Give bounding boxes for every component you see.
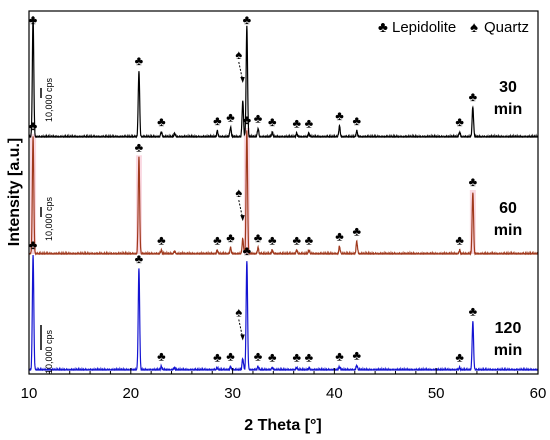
lepidolite-marker-120-min-6: ♣ (254, 349, 263, 364)
lepidolite-marker-60-min-3: ♣ (213, 232, 222, 247)
time-label-60-min-line-1: min (494, 222, 522, 239)
lepidolite-marker-120-min-5: ♣ (243, 243, 252, 258)
lepidolite-marker-30-min-3: ♣ (213, 113, 222, 128)
legend-quartz-label: Quartz (484, 19, 529, 36)
lepidolite-marker-60-min-4: ♣ (226, 230, 235, 245)
quartz-arrowhead-60-min (240, 215, 245, 222)
peak-fill-60-min-0 (30, 134, 37, 254)
lepidolite-marker-120-min-7: ♣ (268, 350, 277, 365)
peak-fill-layer (30, 128, 476, 254)
lepidolite-marker-120-min-3: ♣ (213, 350, 222, 365)
lepidolite-marker-60-min-7: ♣ (268, 232, 277, 247)
lepidolite-marker-30-min-9: ♣ (305, 115, 314, 130)
quartz-arrowhead-120-min (240, 334, 245, 341)
x-tick-label-20: 20 (122, 385, 139, 402)
lepidolite-marker-30-min-10: ♣ (335, 108, 344, 123)
quartz-marker-60-min: ♠ (235, 185, 242, 200)
plot-frame (28, 10, 539, 375)
lepidolite-marker-30-min-12: ♣ (455, 114, 464, 129)
time-label-30-min-line-0: 30 (499, 79, 517, 96)
quartz-marker-30-min: ♠ (235, 47, 242, 62)
y-axis-title: Intensity [a.u.] (6, 138, 23, 246)
lepidolite-marker-120-min-12: ♣ (455, 350, 464, 365)
lepidolite-marker-60-min-1: ♣ (135, 139, 144, 154)
lepidolite-marker-60-min-9: ♣ (305, 232, 314, 247)
lepidolite-marker-120-min-10: ♣ (335, 349, 344, 364)
lepidolite-marker-30-min-0: ♣ (29, 12, 38, 27)
quartz-marker-120-min: ♠ (235, 305, 242, 320)
scale-bars: 10,000 cps 10,000 cps 10,000 cps (40, 77, 54, 374)
scale-bar-label-120-min: 10,000 cps (44, 329, 54, 374)
lepidolite-marker-30-min-6: ♣ (254, 111, 263, 126)
legend-lepidolite-symbol: ♣ (378, 19, 388, 36)
lepidolite-marker-30-min-4: ♣ (226, 109, 235, 124)
lepidolite-marker-30-min-7: ♣ (268, 114, 277, 129)
peak-fill-60-min-1 (135, 155, 142, 254)
quartz-arrowhead-30-min (240, 77, 245, 83)
lepidolite-marker-30-min-13: ♣ (469, 89, 478, 104)
x-tick-label-10: 10 (21, 385, 38, 402)
time-label-120-min-line-1: min (494, 342, 522, 359)
x-axis-title: 2 Theta [°] (244, 417, 322, 434)
peak-markers: ♣ ♣ ♣ ♣ ♣ ♣ ♣ ♣ ♣ ♣ ♣ ♣ ♣ ♣ ♠ ♣ ♣ ♣ ♣ ♣ ♣ ♣ ♣ ♣ ♣ ♣ ♣ ♣ ♣ ♠ ♣ ♣ ♣ ♣ ♣ ♣ ♣ ♣ ♣ ♣… (29, 12, 478, 365)
legend-quartz-symbol: ♠ (470, 19, 478, 36)
x-ticks: 10 20 30 40 50 60 (21, 368, 547, 402)
lepidolite-marker-120-min-13: ♣ (469, 304, 478, 319)
series-line-120-min (29, 255, 539, 372)
lepidolite-marker-120-min-0: ♣ (29, 237, 38, 252)
lepidolite-marker-30-min-5: ♣ (243, 12, 252, 27)
lepidolite-marker-60-min-2: ♣ (157, 232, 166, 247)
peak-fill-60-min-2 (243, 128, 250, 254)
lepidolite-marker-120-min-9: ♣ (305, 350, 314, 365)
lepidolite-marker-60-min-10: ♣ (335, 229, 344, 244)
series-line-60-min (28, 130, 539, 256)
lepidolite-marker-60-min-13: ♣ (469, 174, 478, 189)
lepidolite-marker-60-min-5: ♣ (243, 112, 252, 127)
legend-lepidolite-label: Lepidolite (392, 19, 456, 36)
lepidolite-marker-60-min-6: ♣ (254, 230, 263, 245)
lepidolite-marker-30-min-1: ♣ (135, 53, 144, 68)
time-label-30-min-line-1: min (494, 101, 522, 118)
x-tick-label-50: 50 (428, 385, 445, 402)
lepidolite-marker-120-min-11: ♣ (353, 347, 362, 362)
time-label-120-min-line-0: 120 (495, 320, 522, 337)
lepidolite-marker-60-min-12: ♣ (455, 232, 464, 247)
x-tick-label-30: 30 (224, 385, 241, 402)
lepidolite-marker-60-min-11: ♣ (353, 224, 362, 239)
peak-fill-60-min-3 (469, 190, 476, 254)
lepidolite-marker-60-min-8: ♣ (292, 232, 301, 247)
lepidolite-marker-30-min-2: ♣ (157, 114, 166, 129)
time-label-60-min-line-0: 60 (499, 200, 517, 217)
series-line-30-min (28, 16, 539, 139)
x-tick-label-60: 60 (530, 385, 547, 402)
trace-layer (28, 16, 539, 372)
lepidolite-marker-30-min-8: ♣ (292, 115, 301, 130)
scale-bar-label-60-min: 10,000 cps (44, 196, 54, 241)
lepidolite-marker-120-min-8: ♣ (292, 350, 301, 365)
lepidolite-marker-120-min-4: ♣ (226, 349, 235, 364)
lepidolite-marker-30-min-11: ♣ (353, 113, 362, 128)
time-labels: 30 min 60 min 120 min (494, 79, 522, 359)
x-tick-label-40: 40 (326, 385, 343, 402)
lepidolite-marker-120-min-1: ♣ (135, 251, 144, 266)
lepidolite-marker-60-min-0: ♣ (29, 118, 38, 133)
scale-bar-label-30-min: 10,000 cps (44, 77, 54, 122)
lepidolite-marker-120-min-2: ♣ (157, 349, 166, 364)
legend: ♣ Lepidolite ♠ Quartz (378, 19, 529, 36)
